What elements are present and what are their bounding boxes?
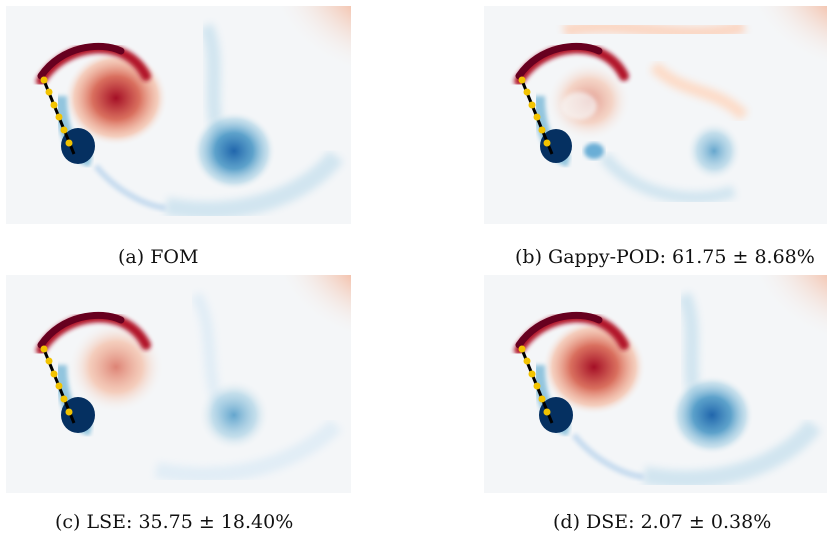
panel-dse <box>484 275 827 493</box>
vorticity-field-gappy-pod <box>484 6 827 224</box>
caption-lse: (c) LSE: 35.75 ± 18.40% <box>55 511 294 533</box>
panel-fom <box>6 6 351 224</box>
vorticity-field-fom <box>6 6 351 224</box>
vorticity-field-dse <box>484 275 827 493</box>
caption-fom: (a) FOM <box>118 246 199 268</box>
vorticity-field-lse <box>6 275 351 493</box>
panel-gappy-pod <box>484 6 827 224</box>
caption-dse: (d) DSE: 2.07 ± 0.38% <box>553 511 772 533</box>
panel-lse <box>6 275 351 493</box>
caption-gappy-pod: (b) Gappy-POD: 61.75 ± 8.68% <box>515 246 815 268</box>
